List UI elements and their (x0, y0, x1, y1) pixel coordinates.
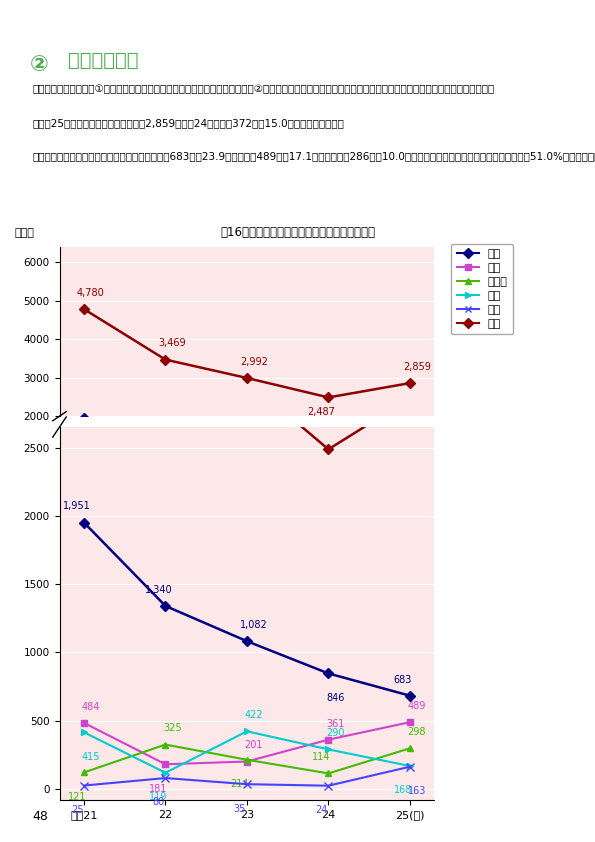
Text: 214: 214 (231, 779, 249, 789)
Text: 181: 181 (149, 784, 168, 794)
Text: 163: 163 (408, 786, 426, 797)
Text: 第１章　外国人の出入国の状況: 第１章 外国人の出入国の状況 (107, 9, 205, 22)
Text: 平成25年における被上陸拒否者数は2,859件で，24年と比べ372件（15.0％）増加している。: 平成25年における被上陸拒否者数は2,859件で，24年と比べ372件（15.0… (33, 118, 345, 128)
Text: 24: 24 (315, 805, 328, 815)
Text: 80: 80 (152, 797, 165, 807)
Text: 被上陸拒否者: 被上陸拒否者 (68, 51, 139, 70)
Text: 119: 119 (149, 792, 168, 802)
Text: 1,951: 1,951 (63, 501, 91, 511)
Text: 1,340: 1,340 (145, 585, 173, 594)
Text: 201: 201 (245, 740, 263, 750)
Text: 846: 846 (326, 693, 345, 703)
Text: 168: 168 (394, 786, 412, 796)
Text: 484: 484 (82, 701, 100, 711)
Text: 第２部: 第２部 (18, 9, 39, 22)
Text: 121: 121 (68, 791, 86, 802)
Text: 2,487: 2,487 (308, 407, 336, 417)
Text: 422: 422 (245, 710, 263, 720)
Legend: 韓国, タイ, トルコ, 中国, 台湾, 総数: 韓国, タイ, トルコ, 中国, 台湾, 総数 (451, 244, 513, 334)
Text: （人）: （人） (14, 228, 35, 238)
Text: 25: 25 (71, 805, 83, 815)
Text: 図16　主な国籍・地域別被上陸拒否者数の推移: 図16 主な国籍・地域別被上陸拒否者数の推移 (220, 226, 375, 238)
Text: 114: 114 (312, 752, 331, 762)
Text: 35: 35 (234, 803, 246, 813)
Text: 361: 361 (326, 718, 345, 728)
Text: 325: 325 (163, 723, 181, 733)
Text: 被上陸拒否者数を国籍・地域別に見ると，韓国683人（23.9％），タイ489人（17.1％），トルコ286人（10.0％）の順となっており，上位３か国で全体の5: 被上陸拒否者数を国籍・地域別に見ると，韓国683人（23.9％），タイ489人（… (33, 152, 595, 162)
Text: 683: 683 (394, 674, 412, 685)
Text: 3,469: 3,469 (159, 338, 186, 349)
Text: 48: 48 (33, 811, 49, 823)
Text: 298: 298 (408, 727, 426, 737)
Text: 2,859: 2,859 (403, 362, 431, 372)
Text: 1,082: 1,082 (240, 620, 268, 630)
Text: ②: ② (30, 55, 49, 75)
Text: 4,780: 4,780 (77, 288, 105, 298)
Text: 489: 489 (408, 701, 426, 711)
Text: 290: 290 (326, 728, 345, 738)
Text: 415: 415 (82, 752, 100, 762)
Text: 被上陸拒否者とは，①口頭審理の結果，我が国からの退去を命じられた者，②法務大臣に対する異議申出の結果，我が国からの退去を命じられた者などである。: 被上陸拒否者とは，①口頭審理の結果，我が国からの退去を命じられた者，②法務大臣に… (33, 84, 495, 94)
Text: 2,992: 2,992 (240, 357, 268, 367)
